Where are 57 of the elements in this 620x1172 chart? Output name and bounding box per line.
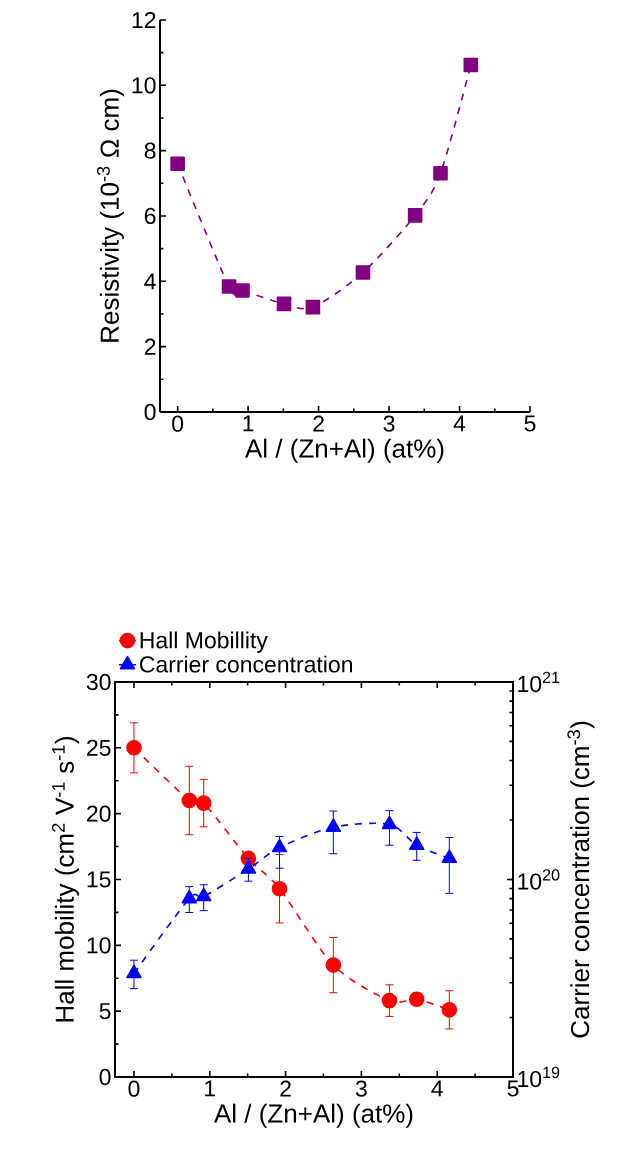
- x-tick-label: 5: [524, 415, 536, 432]
- point: [355, 265, 371, 280]
- y-tick-label: 6: [144, 207, 156, 225]
- x-tick-label: 1: [205, 1080, 216, 1097]
- point: [271, 880, 288, 897]
- y-tick-label: 10: [132, 77, 156, 94]
- x-tick-label: 4: [453, 415, 466, 432]
- point: [276, 296, 292, 312]
- y-tick-label: 20: [87, 805, 111, 822]
- x-axis-title: Al / (Zn+Al) (at%): [214, 1103, 413, 1128]
- x-tick-label: 2: [280, 1080, 291, 1097]
- y-tick-label: 0: [99, 1068, 111, 1086]
- point: [433, 165, 448, 181]
- point: [126, 740, 142, 756]
- y-tick-label: 10: [87, 937, 111, 954]
- point: [463, 57, 479, 73]
- point: [381, 815, 398, 830]
- y-tick-label: 30: [86, 673, 111, 691]
- y2-axis-title: Carrier concentration (cm$^{-3}$): [567, 721, 595, 1038]
- point: [126, 964, 142, 979]
- y-tick-label: 5: [99, 1003, 111, 1020]
- y2-tick-label: 10$^{19}$: [518, 1066, 560, 1088]
- point: [305, 299, 321, 315]
- legend-label: Carrier concentration: [139, 655, 352, 673]
- point: [409, 836, 425, 851]
- point: [170, 156, 185, 172]
- y-tick-label: 4: [144, 273, 156, 290]
- x-axis-title: Al / (Zn+Al) (at%): [245, 438, 444, 463]
- point: [221, 279, 237, 294]
- y-tick-label: 15: [87, 871, 111, 888]
- point: [441, 849, 458, 864]
- y-tick-label: 0: [144, 403, 156, 421]
- x-tick-label: 3: [355, 1080, 367, 1097]
- y-tick-label: 2: [144, 338, 156, 355]
- point: [381, 992, 398, 1009]
- point: [325, 818, 342, 832]
- point: [408, 991, 425, 1008]
- point: [195, 795, 212, 811]
- y-tick-label: 8: [144, 142, 156, 159]
- point: [325, 957, 342, 973]
- x-tick-label: 0: [172, 415, 184, 432]
- point: [181, 792, 198, 809]
- x-tick-label: 3: [383, 415, 395, 432]
- x-tick-label: 5: [507, 1080, 519, 1097]
- x-tick-label: 1: [243, 415, 254, 432]
- y2-tick-label: 10$^{21}$: [518, 671, 560, 693]
- y2-tick-label: 10$^{20}$: [518, 869, 560, 890]
- y-tick-label: 25: [87, 739, 111, 756]
- y-axis-title: Resistivity (10$^{-3}$ Ω cm): [96, 89, 125, 342]
- x-tick-label: 4: [431, 1080, 443, 1097]
- x-tick-label: 2: [313, 415, 324, 432]
- point: [407, 208, 423, 223]
- point: [235, 283, 250, 298]
- y-tick-label: 12: [132, 11, 156, 29]
- y-axis-title: Hall mobility (cm$^{2}$ V$^{-1}$ s$^{-1}$): [51, 737, 80, 1022]
- point: [441, 1002, 458, 1018]
- legend-label: Hall Mobillity: [140, 631, 268, 653]
